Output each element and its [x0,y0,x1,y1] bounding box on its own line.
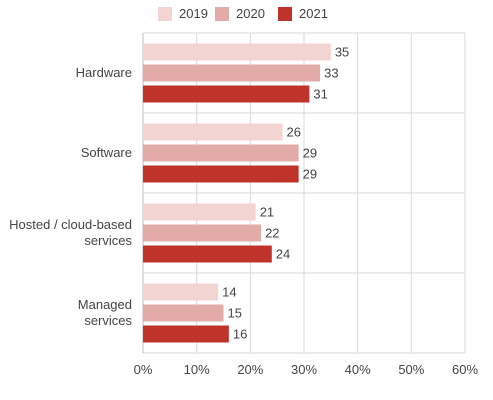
data-label: 15 [228,306,242,321]
bar [143,123,283,141]
x-tick-label: 20% [237,362,263,377]
data-label: 22 [265,226,279,241]
legend-label: 2019 [179,6,208,21]
category-label: Software [0,145,132,161]
data-label: 29 [303,167,317,182]
data-label: 14 [222,285,236,300]
data-label: 35 [335,45,349,60]
legend-item: 2019 [158,6,208,21]
data-label: 21 [260,205,274,220]
category-label: Managed services [0,297,132,329]
bar [143,325,229,343]
bar [143,224,262,242]
x-tick-label: 50% [398,362,424,377]
category-label-line: services [84,233,132,248]
category-label-line: Managed [77,297,132,312]
data-label: 26 [287,125,301,140]
x-tick-label: 10% [184,362,210,377]
legend-label: 2020 [236,6,265,21]
legend-item: 2020 [215,6,265,21]
x-tick-label: 0% [134,362,153,377]
legend: 2019 2020 2021 [0,6,493,26]
category-label-line: Hardware [75,65,132,80]
category-label-line: Hosted / cloud-based [9,217,132,232]
category-label-line: services [84,313,132,328]
data-label: 24 [276,247,290,262]
bar [143,304,224,322]
bar [143,43,331,61]
legend-swatch [158,6,172,21]
legend-label: 2021 [299,6,328,21]
data-label: 16 [233,327,247,342]
bar [143,203,256,221]
bar [143,144,299,162]
category-label: Hardware [0,65,132,81]
x-tick-label: 30% [291,362,317,377]
data-label: 31 [313,87,327,102]
bar [143,283,219,301]
legend-swatch [215,6,229,21]
bar [143,165,299,183]
data-label: 29 [303,146,317,161]
legend-item: 2021 [278,6,328,21]
category-label-line: Software [80,145,132,160]
x-tick-label: 60% [452,362,478,377]
bar [143,245,272,263]
bar [143,64,321,82]
x-tick-label: 40% [345,362,371,377]
legend-swatch [278,6,292,21]
category-label: Hosted / cloud-based services [0,217,132,249]
bar [143,85,310,103]
data-label: 33 [324,66,338,81]
